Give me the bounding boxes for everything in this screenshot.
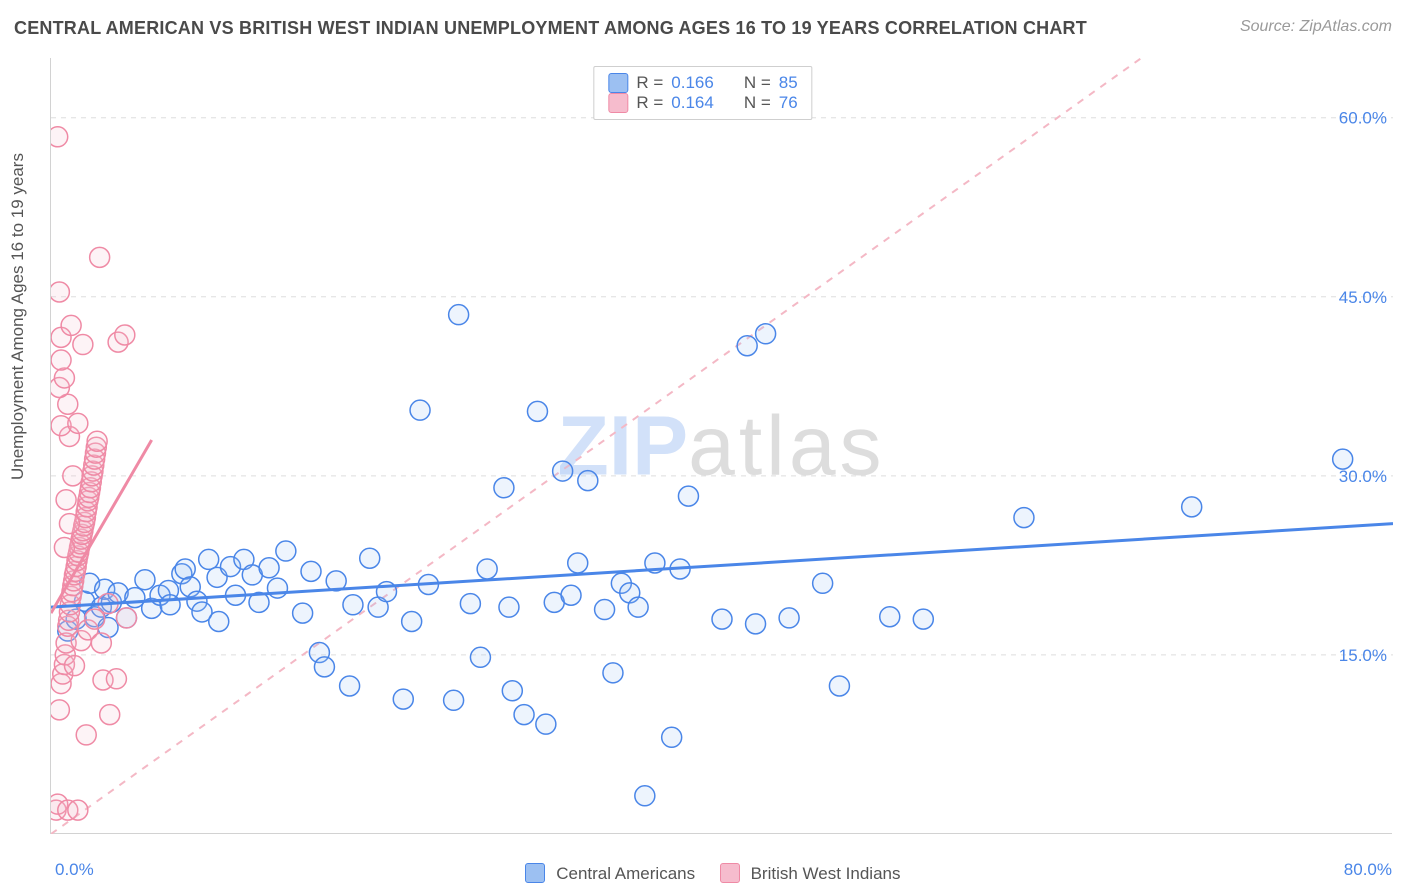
- svg-text:45.0%: 45.0%: [1339, 288, 1387, 307]
- x-tick-min: 0.0%: [55, 860, 94, 880]
- svg-text:15.0%: 15.0%: [1339, 646, 1387, 665]
- legend-top-r-value-1: 0.164: [671, 93, 714, 113]
- chart-source: Source: ZipAtlas.com: [1240, 18, 1392, 36]
- x-tick-max: 80.0%: [1344, 860, 1392, 880]
- legend-top-r-value-0: 0.166: [671, 73, 714, 93]
- chart-container: CENTRAL AMERICAN VS BRITISH WEST INDIAN …: [0, 0, 1406, 892]
- plot-area: ZIPatlas 15.0%30.0%45.0%60.0%: [50, 58, 1392, 834]
- svg-text:60.0%: 60.0%: [1339, 109, 1387, 128]
- chart-title: CENTRAL AMERICAN VS BRITISH WEST INDIAN …: [14, 18, 1087, 39]
- legend-bottom-swatch-0: [525, 863, 545, 883]
- legend-top-swatch-1: [608, 93, 628, 113]
- legend-top-row-0: R = 0.166 N = 85: [608, 73, 797, 93]
- legend-top-n-value-1: 76: [779, 93, 798, 113]
- legend-top-r-label-0: R =: [636, 73, 663, 93]
- y-axis-label: Unemployment Among Ages 16 to 19 years: [8, 153, 28, 480]
- legend-bottom-label-0: Central Americans: [556, 864, 695, 883]
- chart-svg: 15.0% 30.0% 45.0% 60.0%: [51, 58, 1393, 834]
- legend-top-r-label-1: R =: [636, 93, 663, 113]
- svg-text:30.0%: 30.0%: [1339, 467, 1387, 486]
- legend-top-n-label-0: N =: [744, 73, 771, 93]
- legend-top-n-label-1: N =: [744, 93, 771, 113]
- legend-bottom-label-1: British West Indians: [751, 864, 901, 883]
- legend-top: R = 0.166 N = 85 R = 0.164 N = 76: [593, 66, 812, 120]
- legend-top-n-value-0: 85: [779, 73, 798, 93]
- legend-top-swatch-0: [608, 73, 628, 93]
- legend-bottom-swatch-1: [720, 863, 740, 883]
- legend-bottom: Central Americans British West Indians: [0, 863, 1406, 884]
- legend-top-row-1: R = 0.164 N = 76: [608, 93, 797, 113]
